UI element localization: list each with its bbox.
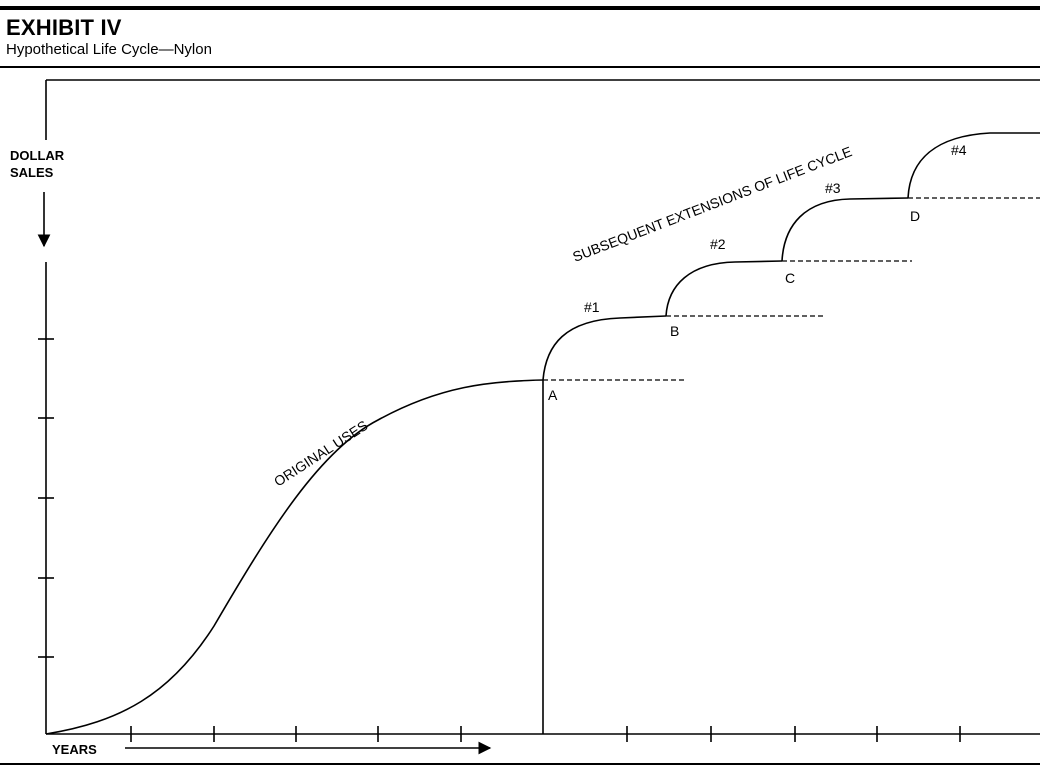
y-axis-ticks (38, 338, 54, 658)
extension-2-curve (665, 260, 783, 317)
x-axis-label: YEARS (52, 742, 97, 757)
y-axis-label-line2: SALES (10, 165, 54, 180)
extension-4-curve (907, 132, 1040, 199)
extension-number-1: #1 (584, 299, 600, 315)
extension-number-3: #3 (825, 180, 841, 196)
exhibit-subtitle: Hypothetical Life Cycle—Nylon (6, 41, 212, 58)
original-uses-label: ORIGINAL USES (271, 417, 371, 489)
bottom-rule (0, 763, 1040, 765)
x-axis-ticks (130, 726, 961, 742)
extension-number-4: #4 (951, 142, 967, 158)
extension-number-2: #2 (710, 236, 726, 252)
extension-1-curve (542, 315, 667, 381)
original-uses-curve (45, 379, 544, 735)
exhibit-title: EXHIBIT IV (6, 15, 122, 40)
subtitle-rule (0, 66, 1040, 68)
top-rule (0, 6, 1040, 10)
y-axis-label-line1: DOLLAR (10, 148, 65, 163)
extension-3-curve (781, 197, 909, 262)
point-label-b: B (670, 323, 679, 339)
point-label-d: D (910, 208, 920, 224)
point-label-a: A (548, 387, 558, 403)
point-label-c: C (785, 270, 795, 286)
